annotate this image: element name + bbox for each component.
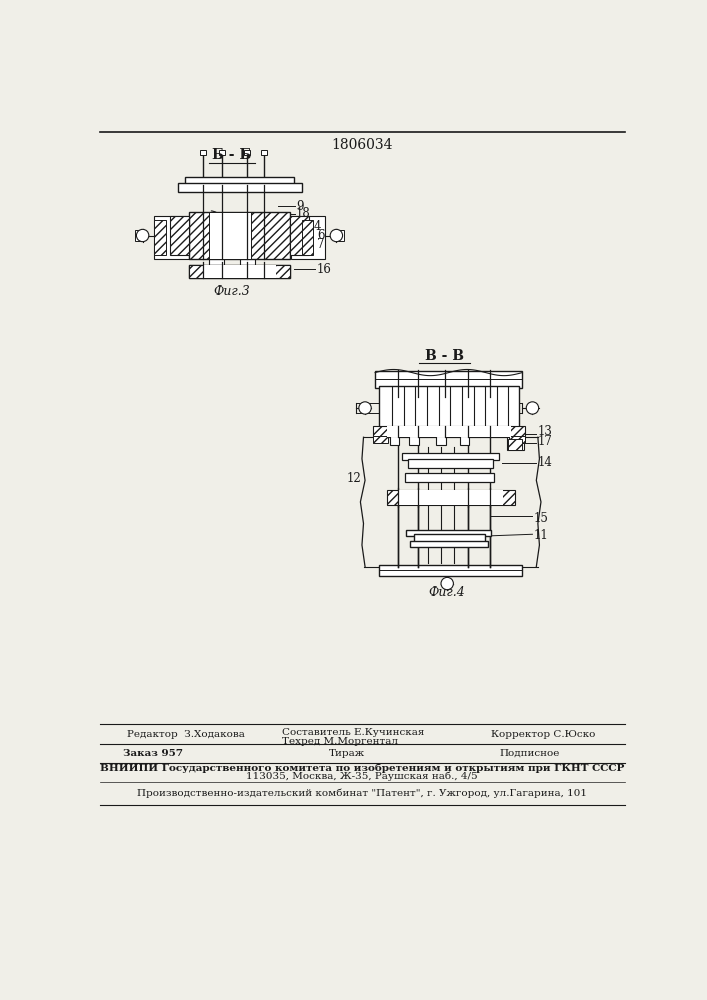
Bar bbox=[509, 436, 525, 443]
Bar bbox=[387, 426, 510, 437]
Circle shape bbox=[136, 229, 149, 242]
Text: Составитель Е.Кучинская: Составитель Е.Кучинская bbox=[282, 728, 424, 737]
Bar bbox=[375, 371, 522, 388]
Bar bbox=[170, 216, 189, 255]
Text: Редактор  З.Ходакова: Редактор З.Ходакова bbox=[127, 730, 245, 739]
Bar bbox=[154, 216, 189, 259]
Bar bbox=[436, 436, 445, 445]
Bar bbox=[261, 150, 267, 155]
Bar bbox=[402, 453, 499, 460]
Text: Подписное: Подписное bbox=[499, 749, 559, 758]
Bar bbox=[387, 490, 515, 505]
Circle shape bbox=[359, 402, 371, 414]
Bar bbox=[404, 473, 493, 482]
Text: Тираж: Тираж bbox=[329, 749, 365, 758]
Bar bbox=[218, 150, 225, 155]
Text: 13: 13 bbox=[538, 425, 553, 438]
Bar bbox=[410, 541, 488, 547]
Text: Заказ 957: Заказ 957 bbox=[123, 749, 183, 758]
Bar bbox=[189, 212, 290, 259]
Circle shape bbox=[441, 577, 453, 590]
Bar bbox=[261, 212, 267, 216]
Bar bbox=[244, 150, 250, 155]
Bar bbox=[240, 257, 255, 266]
Bar bbox=[154, 220, 166, 255]
Text: 4: 4 bbox=[313, 220, 321, 233]
Text: 15: 15 bbox=[534, 512, 549, 525]
Bar bbox=[218, 212, 225, 216]
Bar bbox=[203, 265, 276, 278]
Bar bbox=[291, 216, 325, 259]
Bar bbox=[209, 212, 251, 259]
Bar bbox=[185, 177, 293, 185]
Bar bbox=[189, 265, 290, 278]
Bar bbox=[200, 212, 206, 216]
Text: 11: 11 bbox=[534, 529, 549, 542]
Text: 12: 12 bbox=[346, 472, 361, 485]
Bar bbox=[337, 230, 344, 241]
Bar bbox=[189, 265, 290, 278]
Text: Б - Б: Б - Б bbox=[212, 148, 252, 162]
Bar bbox=[406, 530, 491, 536]
Bar bbox=[414, 534, 485, 542]
Text: ВНИИПИ Государственного комитета по изобретениям и открытиям при ГКНТ СССР: ВНИИПИ Государственного комитета по изоб… bbox=[100, 764, 624, 773]
Bar bbox=[379, 386, 518, 428]
Bar bbox=[209, 257, 224, 266]
Text: 16: 16 bbox=[317, 263, 332, 276]
Text: 18: 18 bbox=[296, 207, 311, 220]
Circle shape bbox=[526, 402, 539, 414]
Text: 17: 17 bbox=[538, 435, 553, 448]
Bar bbox=[507, 436, 524, 450]
Bar bbox=[390, 436, 399, 445]
Text: Фиг.4: Фиг.4 bbox=[429, 586, 466, 599]
Text: 113035, Москва, Ж-35, Раушская наб., 4/5: 113035, Москва, Ж-35, Раушская наб., 4/5 bbox=[246, 772, 478, 781]
Bar bbox=[290, 216, 309, 255]
Bar bbox=[135, 230, 143, 241]
Text: 9: 9 bbox=[296, 200, 303, 213]
Bar bbox=[244, 212, 250, 216]
Circle shape bbox=[330, 229, 343, 242]
Text: Производственно-издательский комбинат "Патент", г. Ужгород, ул.Гагарина, 101: Производственно-издательский комбинат "П… bbox=[137, 789, 587, 798]
Bar bbox=[408, 459, 493, 468]
Text: Корректор С.Юско: Корректор С.Юско bbox=[491, 730, 596, 739]
Text: 1806034: 1806034 bbox=[331, 138, 392, 152]
Text: В - В: В - В bbox=[426, 349, 464, 363]
Text: 6: 6 bbox=[317, 229, 325, 242]
Bar bbox=[379, 565, 522, 576]
Text: 7: 7 bbox=[317, 238, 325, 251]
Text: Техред М.Моргентал: Техред М.Моргентал bbox=[282, 737, 398, 746]
Bar bbox=[460, 436, 469, 445]
Bar bbox=[373, 436, 388, 443]
Bar bbox=[398, 490, 503, 505]
Bar bbox=[200, 150, 206, 155]
Bar bbox=[508, 439, 522, 450]
Text: 14: 14 bbox=[538, 456, 553, 469]
Bar bbox=[177, 183, 301, 192]
Bar bbox=[301, 220, 313, 255]
Bar bbox=[409, 436, 419, 445]
Bar bbox=[373, 426, 525, 437]
Text: Фиг.3: Фиг.3 bbox=[214, 285, 250, 298]
